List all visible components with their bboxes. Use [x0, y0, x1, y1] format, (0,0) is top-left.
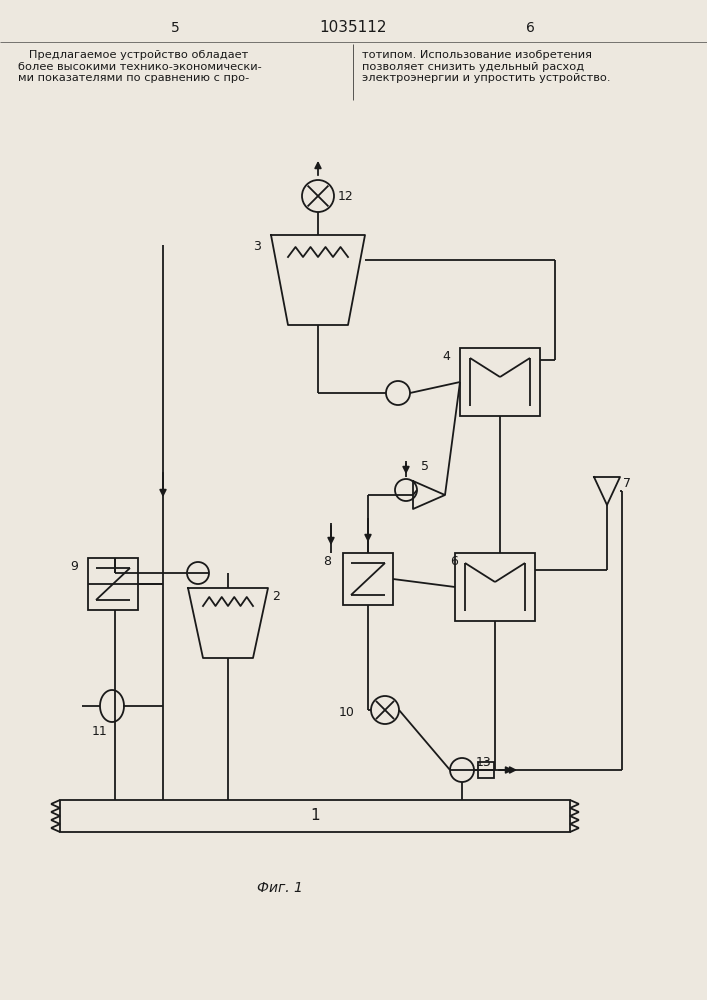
Text: 6: 6: [525, 21, 534, 35]
Text: тотипом. Использование изобретения
позволяет снизить удельный расход
электроэнер: тотипом. Использование изобретения позво…: [362, 50, 611, 83]
Text: 2: 2: [272, 590, 280, 603]
Text: Предлагаемое устройство обладает
более высокими технико-экономически-
ми показат: Предлагаемое устройство обладает более в…: [18, 50, 262, 83]
Bar: [478, 762, 494, 778]
Bar: [343, 553, 393, 605]
Text: 3: 3: [253, 240, 261, 253]
Text: 6: 6: [450, 555, 458, 568]
Text: 8: 8: [323, 555, 331, 568]
Text: 5: 5: [170, 21, 180, 35]
Text: 9: 9: [70, 560, 78, 573]
Bar: [460, 348, 540, 416]
Text: 10: 10: [339, 706, 355, 718]
Bar: [60, 800, 570, 832]
Text: 1: 1: [310, 808, 320, 824]
Text: 7: 7: [623, 477, 631, 490]
Bar: [88, 558, 138, 610]
Text: 12: 12: [338, 190, 354, 202]
Text: 5: 5: [421, 460, 429, 473]
Bar: [455, 553, 535, 621]
Text: 1035112: 1035112: [320, 20, 387, 35]
Text: 4: 4: [442, 350, 450, 363]
Text: Фиг. 1: Фиг. 1: [257, 881, 303, 895]
Text: 13: 13: [476, 756, 492, 769]
Text: 11: 11: [92, 725, 108, 738]
